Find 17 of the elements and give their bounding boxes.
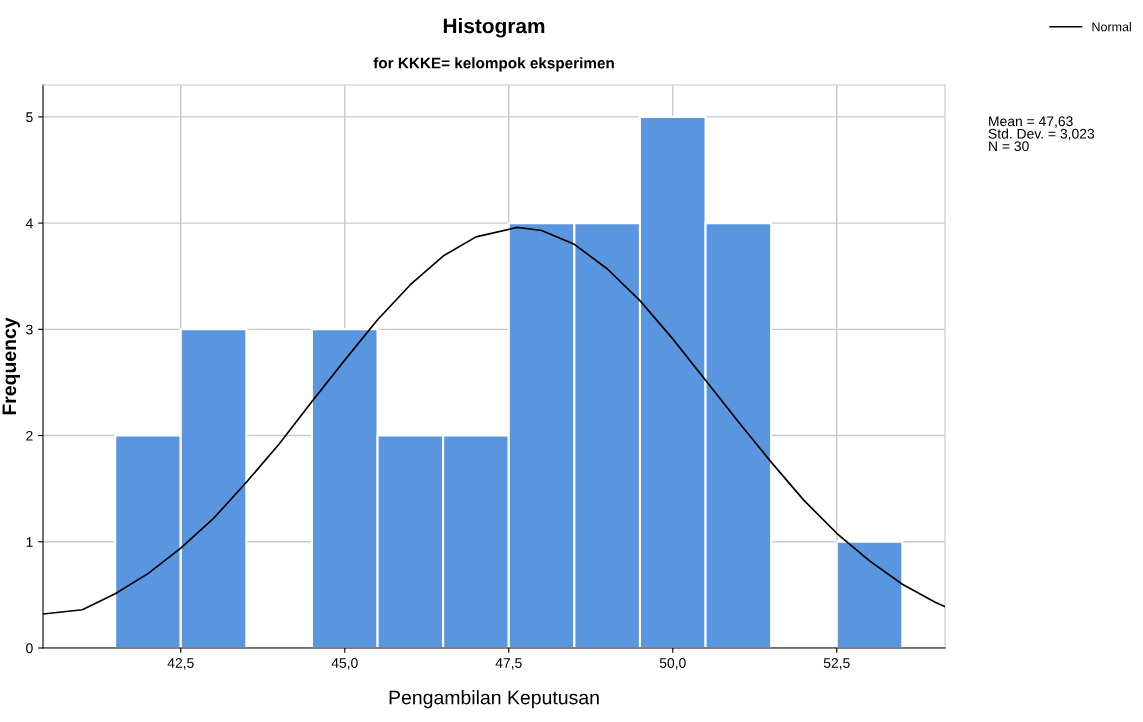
y-tick-label: 4 [25,218,33,229]
x-tick-label: 42,5 [167,658,194,670]
y-tick-label: 2 [26,430,33,441]
y-tick-label: 3 [26,324,33,335]
y-tick-label: 5 [26,112,33,123]
chart-title: Histogram [443,18,545,38]
x-axis-title: Pengambilan Keputusan [389,690,599,709]
legend-label: Normal [1092,22,1131,32]
x-tick-label: 47,5 [495,658,522,670]
x-tick-label: 45,0 [331,658,358,670]
y-axis-title: Frequency [2,317,20,415]
x-tick-label: 50,0 [659,658,686,670]
y-tick-label: 1 [26,537,33,547]
x-tick-label: 52,5 [823,658,850,670]
y-tick-label: 0 [26,643,33,654]
text: Mean = 47,63 Std. Dev. = 3,023 N = 30 [988,116,1095,152]
chart-subtitle: for KKKE= kelompok eksperimen [373,57,614,72]
